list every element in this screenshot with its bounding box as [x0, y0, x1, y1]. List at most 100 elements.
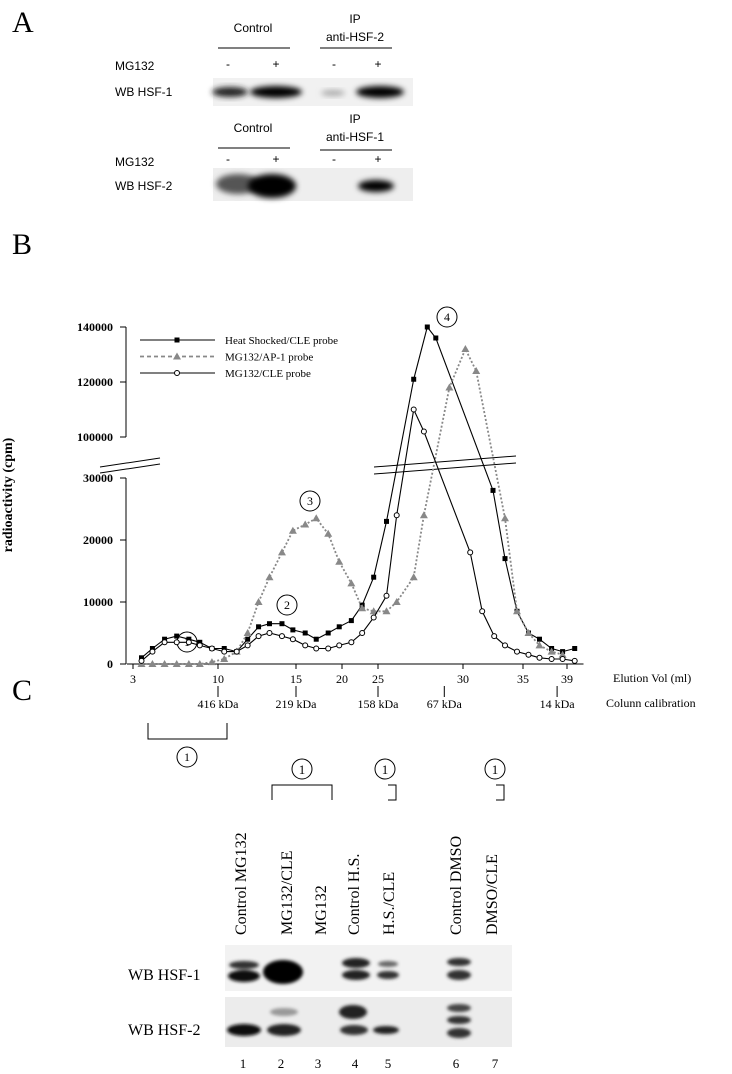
marker [382, 607, 391, 615]
lane-label: MG132/CLE [279, 851, 296, 935]
marker [559, 656, 566, 663]
peak-label: 4 [444, 310, 450, 324]
peak-circle [176, 746, 198, 768]
lane-number: 3 [315, 1056, 322, 1071]
marker [514, 648, 520, 655]
marker [174, 633, 180, 639]
peak-circle [276, 594, 298, 616]
group-label: Control [234, 121, 273, 135]
band [250, 86, 302, 98]
series-line [141, 325, 575, 659]
marker [290, 627, 296, 633]
peak-circle [374, 758, 396, 780]
legend-marker [174, 337, 180, 343]
panel-label: A [12, 6, 34, 39]
marker [491, 633, 498, 640]
marker [313, 636, 319, 642]
x-tick-label: 3 [130, 672, 136, 686]
marker [265, 573, 274, 581]
x-tick-label: 35 [517, 672, 529, 686]
marker [288, 526, 297, 534]
row-label: WB HSF-2 [128, 1022, 200, 1039]
peak-mark: 1 [299, 762, 306, 777]
axis-break [373, 462, 517, 475]
marker [524, 629, 533, 636]
lane-number: 1 [240, 1056, 247, 1071]
marker [535, 641, 544, 649]
axis-break [99, 463, 161, 474]
treatment-label: MG132 [115, 155, 155, 169]
x-tick-label: 20 [336, 672, 348, 686]
marker [371, 574, 377, 580]
marker [139, 655, 144, 661]
sign: - [226, 152, 230, 166]
marker [221, 646, 227, 651]
marker [461, 345, 470, 352]
x-tick-label: 39 [561, 672, 573, 686]
y-tick-label: 20000 [83, 533, 113, 547]
marker [162, 636, 168, 642]
lane-bracket [388, 784, 397, 801]
marker [490, 487, 496, 493]
marker [393, 512, 400, 519]
marker [347, 579, 356, 587]
legend-marker [173, 352, 181, 360]
y-tick-label: 100000 [77, 430, 113, 444]
marker [301, 520, 310, 528]
legend-label: Heat Shocked/CLE probe [225, 335, 338, 347]
group-label: anti-HSF-2 [326, 30, 384, 44]
y-tick-label: 0 [107, 657, 113, 671]
panel-label: C [12, 674, 32, 707]
marker [324, 529, 333, 537]
marker [302, 642, 309, 649]
lane-number: 7 [492, 1056, 499, 1071]
band [358, 180, 394, 192]
marker [289, 636, 296, 643]
peak-labels: 1 2 3 4 [176, 306, 458, 653]
peak-circle [291, 758, 313, 780]
treatment-label: MG132 [115, 59, 155, 73]
marker [411, 376, 417, 382]
marker [383, 592, 390, 599]
group-label: Control [234, 21, 273, 35]
lane-bracket [496, 784, 505, 801]
peak-circle [436, 306, 458, 328]
marker [325, 645, 332, 652]
band [356, 86, 404, 98]
bracket-label: 1 [184, 750, 190, 764]
marker [161, 639, 168, 646]
marker [369, 607, 378, 615]
sign: + [374, 57, 381, 71]
sign: - [332, 152, 336, 166]
marker [172, 660, 181, 667]
marker [312, 514, 321, 522]
y-tick-label: 30000 [83, 471, 113, 485]
marker [148, 660, 157, 667]
group-label: IP [349, 12, 360, 26]
marker [256, 624, 262, 630]
marker [537, 636, 542, 642]
marker [184, 660, 193, 667]
marker [501, 514, 509, 522]
calibration-label: 14 kDa [540, 697, 576, 711]
sign: + [374, 152, 381, 166]
marker [358, 604, 367, 612]
marker [547, 647, 556, 655]
marker [266, 630, 273, 636]
marker [138, 657, 145, 664]
calibration-label: 158 kDa [358, 697, 400, 711]
panel-label: B [12, 228, 32, 261]
lane-number: 4 [352, 1056, 359, 1071]
lane-number: 6 [453, 1056, 460, 1071]
lane-bracket [271, 784, 333, 800]
calibration-label: 219 kDa [276, 697, 318, 711]
band [212, 87, 248, 97]
band [248, 174, 296, 198]
marker [572, 646, 578, 651]
group-label: IP [349, 112, 360, 126]
marker [392, 598, 401, 605]
marker [467, 549, 474, 556]
x-tick-label: 15 [290, 672, 302, 686]
marker [571, 657, 578, 664]
